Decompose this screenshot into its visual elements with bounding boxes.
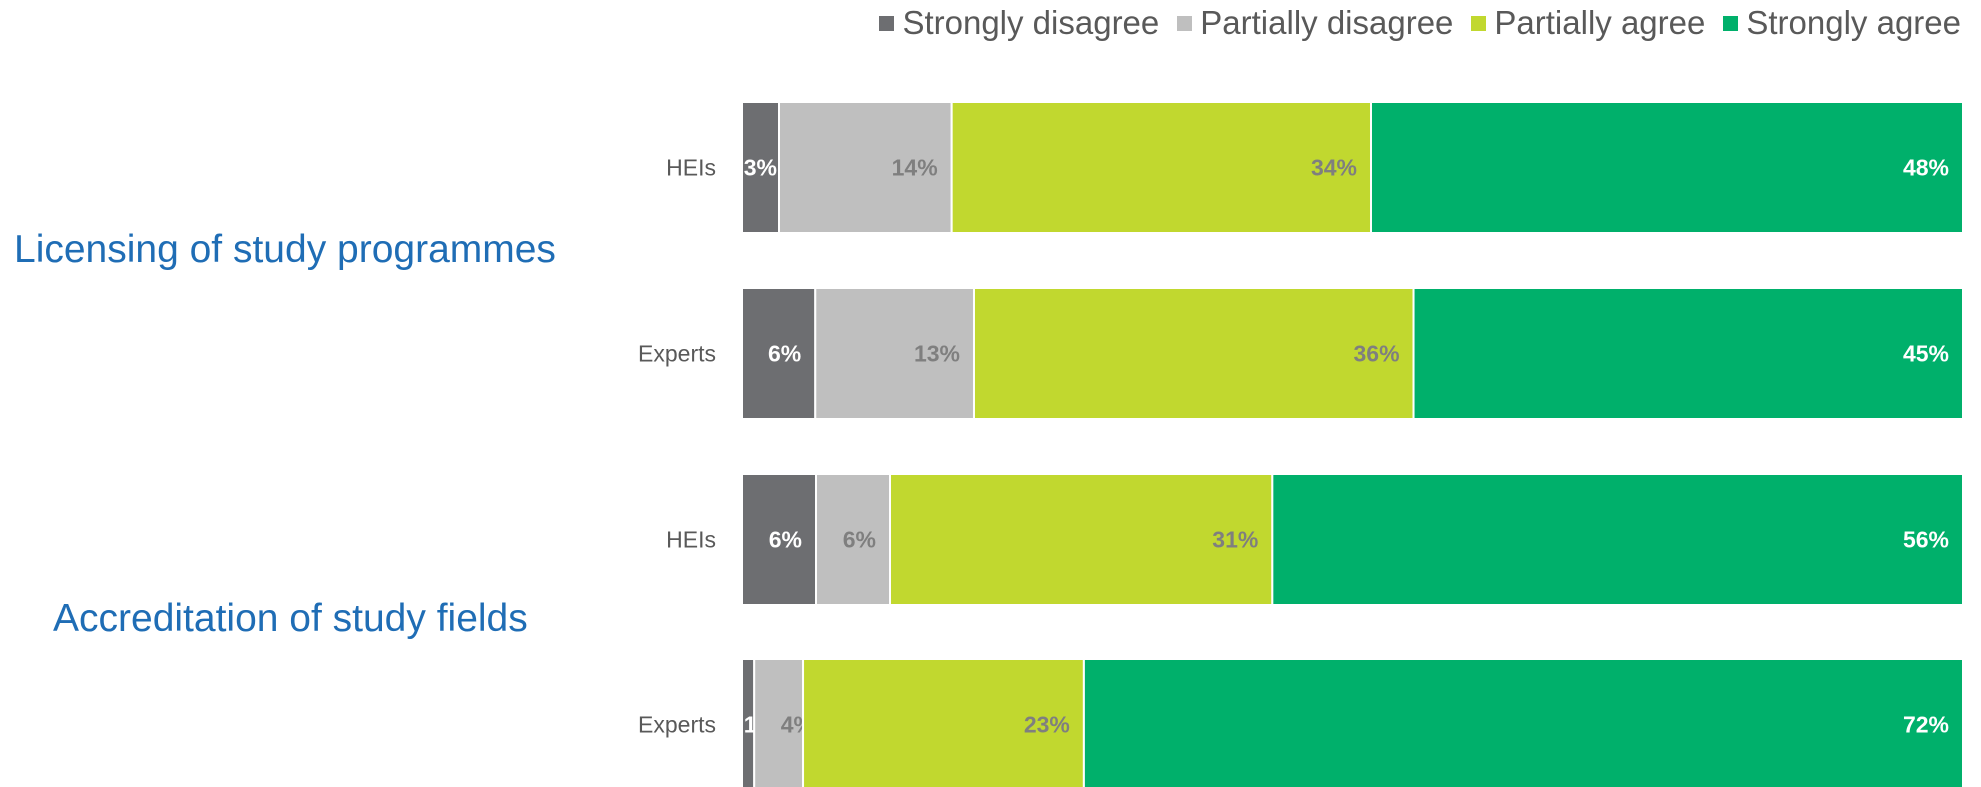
- legend-label-strongly-disagree: Strongly disagree: [902, 4, 1160, 41]
- legend-label-partially-agree: Partially agree: [1494, 4, 1706, 41]
- legend-swatch-strongly-agree: [1723, 15, 1739, 31]
- data-label-accreditation-of-study-fields-experts-strongly-agree: 72%: [1903, 712, 1949, 738]
- bar-segment-licensing-of-study-programmes-heis-strongly-agree: [1370, 101, 1964, 234]
- group-label-licensing: Licensing of study programmes: [14, 228, 556, 271]
- bar-segment-licensing-of-study-programmes-heis-partially-agree: [950, 101, 1373, 234]
- bar-segment-licensing-of-study-programmes-experts-strongly-agree: [1412, 287, 1965, 420]
- data-label-licensing-of-study-programmes-heis-strongly-agree: 48%: [1903, 155, 1949, 181]
- category-label-licensing-of-study-programmes-experts: Experts: [638, 341, 716, 367]
- group-label-accreditation: Accreditation of study fields: [53, 597, 528, 640]
- legend-item-partially-disagree: Partially disagree: [1177, 4, 1453, 42]
- legend-swatch-partially-disagree: [1177, 15, 1193, 31]
- legend-label-partially-disagree: Partially disagree: [1200, 4, 1454, 41]
- data-label-accreditation-of-study-fields-experts-partially-agree: 23%: [1024, 712, 1070, 738]
- chart-legend: Strongly disagree Partially disagree Par…: [879, 4, 1961, 42]
- data-label-licensing-of-study-programmes-experts-strongly-disagree: 6%: [768, 341, 801, 367]
- data-label-accreditation-of-study-fields-heis-partially-agree: 31%: [1212, 527, 1258, 553]
- bar-segment-licensing-of-study-programmes-experts-partially-agree: [972, 287, 1415, 420]
- bar-segment-licensing-of-study-programmes-heis-strongly-disagree: [741, 101, 780, 234]
- category-label-licensing-of-study-programmes-heis: HEIs: [666, 155, 716, 181]
- bar-segment-accreditation-of-study-fields-heis-partially-agree: [889, 473, 1274, 606]
- legend-label-strongly-agree: Strongly agree: [1746, 4, 1961, 41]
- data-label-licensing-of-study-programmes-experts-strongly-agree: 45%: [1903, 341, 1949, 367]
- bar-segment-accreditation-of-study-fields-experts-strongly-agree: [1082, 658, 1964, 787]
- bar-segment-licensing-of-study-programmes-experts-partially-disagree: [814, 287, 975, 420]
- bar-segment-licensing-of-study-programmes-experts-strongly-disagree: [741, 287, 817, 420]
- bar-segment-licensing-of-study-programmes-heis-partially-disagree: [778, 101, 953, 234]
- legend-swatch-partially-agree: [1471, 15, 1487, 31]
- legend-swatch-strongly-disagree: [879, 15, 895, 31]
- bar-segment-accreditation-of-study-fields-heis-strongly-agree: [1271, 473, 1965, 606]
- legend-item-strongly-disagree: Strongly disagree: [879, 4, 1159, 42]
- data-label-accreditation-of-study-fields-heis-strongly-agree: 56%: [1903, 527, 1949, 553]
- data-label-licensing-of-study-programmes-experts-partially-agree: 36%: [1354, 341, 1400, 367]
- bar-segment-accreditation-of-study-fields-experts-partially-agree: [802, 658, 1085, 787]
- data-label-licensing-of-study-programmes-heis-strongly-disagree: 3%: [744, 155, 777, 181]
- category-label-accreditation-of-study-fields-experts: Experts: [638, 712, 716, 738]
- data-label-accreditation-of-study-fields-heis-strongly-disagree: 6%: [769, 527, 802, 553]
- legend-item-partially-agree: Partially agree: [1471, 4, 1705, 42]
- data-label-licensing-of-study-programmes-heis-partially-agree: 34%: [1311, 155, 1357, 181]
- category-label-accreditation-of-study-fields-heis: HEIs: [666, 527, 716, 553]
- bar-segment-accreditation-of-study-fields-heis-strongly-disagree: [741, 473, 817, 606]
- legend-item-strongly-agree: Strongly agree: [1723, 4, 1961, 42]
- bar-segment-accreditation-of-study-fields-heis-partially-disagree: [815, 473, 891, 606]
- data-label-licensing-of-study-programmes-experts-partially-disagree: 13%: [914, 341, 960, 367]
- data-label-licensing-of-study-programmes-heis-partially-disagree: 14%: [892, 155, 938, 181]
- data-label-accreditation-of-study-fields-heis-partially-disagree: 6%: [843, 527, 876, 553]
